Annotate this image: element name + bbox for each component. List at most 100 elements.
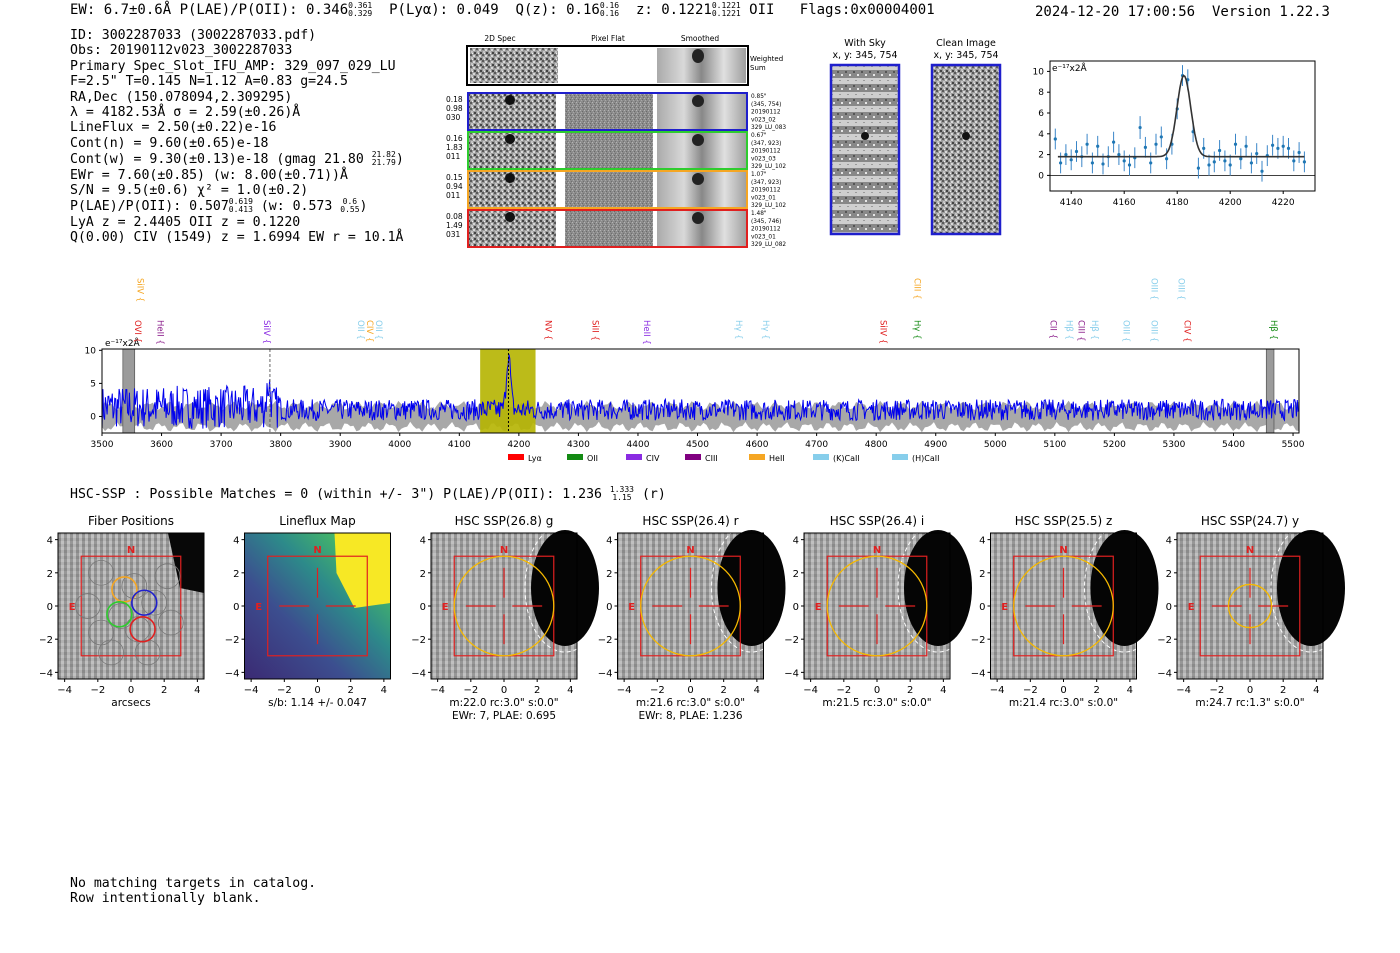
spec-xtick-label: 3600 [150, 440, 173, 450]
zoom-data-point [1127, 154, 1132, 176]
hsc-ytick-label: 4 [979, 536, 985, 547]
spec-line-label: CIV { [1182, 320, 1192, 342]
fiber-circle [124, 616, 151, 643]
zoom-point [1196, 166, 1200, 170]
zoom-point [1127, 163, 1132, 167]
aperture-box [80, 555, 182, 657]
info-sn: S/N = 9.5(±0.6) χ² = 1.0(±0.2) [70, 183, 309, 199]
cutout-row-stat: 0.16 [446, 134, 463, 143]
hsc-ytick-label: 0 [793, 602, 799, 613]
zoom-data-point [1255, 143, 1259, 164]
match-aperture-circle [826, 555, 928, 657]
hsc-ytick-label: −2 [784, 635, 799, 646]
spec-line-label: CII { [1048, 320, 1058, 339]
hsc-panel-title: HSC SSP(24.7) y [1201, 514, 1299, 528]
cutout-row-stat: 0.08 [446, 212, 463, 221]
spec-legend-label: OII [587, 454, 598, 463]
hsc-bright-source [1090, 530, 1159, 646]
zoom-point [1053, 137, 1057, 141]
cutout-row-meta: (345, 754) [751, 102, 781, 108]
spec-ytick-label: 5 [90, 379, 96, 389]
info-contn: Cont(n) = 9.60(±0.65)e-18 [70, 135, 269, 151]
zoom-data-point [1207, 154, 1211, 176]
with-sky-xy: x, y: 345, 754 [832, 50, 897, 61]
info-id: ID: 3002287033 (3002287033.pdf) [70, 28, 317, 43]
north-label: N [1246, 545, 1254, 556]
spec-xtick-label: 4900 [924, 440, 947, 450]
spec-line-label: SiIV { [261, 320, 271, 344]
hsc-caption-2: EWr: 7, PLAE: 0.695 [452, 710, 556, 722]
spec-xtick-label: 4400 [627, 440, 650, 450]
spec-line-label: HeII { [641, 320, 651, 345]
hsc-xtick-label: −4 [990, 685, 1005, 696]
hsc-ytick-label: 0 [1166, 602, 1172, 613]
spec-xtick-label: 4500 [686, 440, 709, 450]
aperture-box [267, 555, 368, 657]
north-label: N [127, 545, 135, 556]
hsc-xtick-label: 0 [687, 685, 693, 696]
weighted-sum-row: Weighted Sum [466, 45, 783, 86]
zoom-xtick-label: 4140 [1060, 198, 1083, 208]
hsc-xtick-label: 0 [1247, 685, 1253, 696]
zoom-data-point [1074, 141, 1079, 162]
match-aperture-circle [453, 555, 555, 657]
north-label: N [873, 545, 881, 556]
hsc-ytick-label: −4 [40, 668, 53, 679]
catalog-footer: No matching targets in catalog. Row inte… [70, 876, 316, 907]
hsc-ytick-label: 2 [793, 569, 799, 580]
zoom-point [1085, 142, 1089, 146]
weighted-sum-label: Weighted Sum [750, 55, 783, 72]
spec-legend-swatch [892, 454, 908, 460]
zoom-data-point [1228, 154, 1232, 176]
spec-xtick-label: 4300 [567, 440, 590, 450]
zoom-point [1096, 144, 1100, 148]
hsc-xtick-label: −2 [1209, 685, 1224, 696]
hsc-xtick-label: 4 [381, 685, 387, 696]
hsc-ytick-label: 2 [1166, 569, 1172, 580]
spec-highlight-region [480, 349, 536, 433]
spec-line-label: SiIV { [135, 278, 145, 302]
hsc-xtick-label: −4 [57, 685, 72, 696]
spec-line-label: Hβ { [1268, 320, 1278, 340]
hsc-ytick-label: 2 [233, 569, 239, 580]
cutout-2dspec-source [505, 173, 515, 183]
spec-legend-item: CIV [626, 454, 660, 463]
hsc-ytick-label: 4 [420, 536, 426, 547]
zoom-ytick-label: 0 [1038, 171, 1044, 181]
spec-legend-label: (K)CaII [833, 454, 860, 463]
hsc-ytick-label: −4 [225, 668, 240, 679]
cutout-smoothed-source [692, 134, 704, 146]
north-label: N [1059, 545, 1067, 556]
zoom-point [1223, 159, 1227, 163]
spec-legend-swatch [813, 454, 829, 460]
zoom-point [1154, 142, 1158, 146]
hsc-caption: s/b: 1.14 +/- 0.047 [268, 697, 367, 709]
spec-line-label: OIII { [1120, 320, 1130, 342]
spec-legend-item: Lyα [508, 454, 542, 463]
zoom-data-point [1223, 150, 1227, 172]
hsc-source-ellipse [897, 523, 979, 653]
zoom-data-point [1117, 144, 1121, 165]
spec-legend-label: CIII [705, 454, 718, 463]
hsc-xtick-label: 2 [720, 685, 726, 696]
zoom-point [1165, 157, 1169, 161]
info-lineflux: LineFlux = 2.50(±0.22)e-16 [70, 120, 277, 136]
cutout-smoothed-source [692, 212, 704, 224]
hsc-source-ellipse [524, 523, 606, 653]
zoom-data-point [1138, 116, 1142, 139]
cutout-row-stat: 0.15 [446, 173, 463, 182]
cutout-col-pixelflat: Pixel Flat [591, 34, 625, 43]
spec-xtick-label: 5300 [1162, 440, 1185, 450]
spec-legend-swatch [626, 454, 642, 460]
hsc-xtick-label: −2 [836, 685, 851, 696]
cutout-col-smoothed: Smoothed [681, 34, 720, 43]
zoom-point [1069, 158, 1073, 162]
hsc-ytick-label: −4 [598, 668, 613, 679]
spec-legend-swatch [685, 454, 701, 460]
info-obs: Obs: 20190112v023_3002287033 [70, 43, 293, 59]
spec-legend-item: (K)CaII [813, 454, 860, 463]
zoom-data-point [1096, 135, 1100, 157]
zoom-ytick-label: 6 [1038, 109, 1044, 119]
